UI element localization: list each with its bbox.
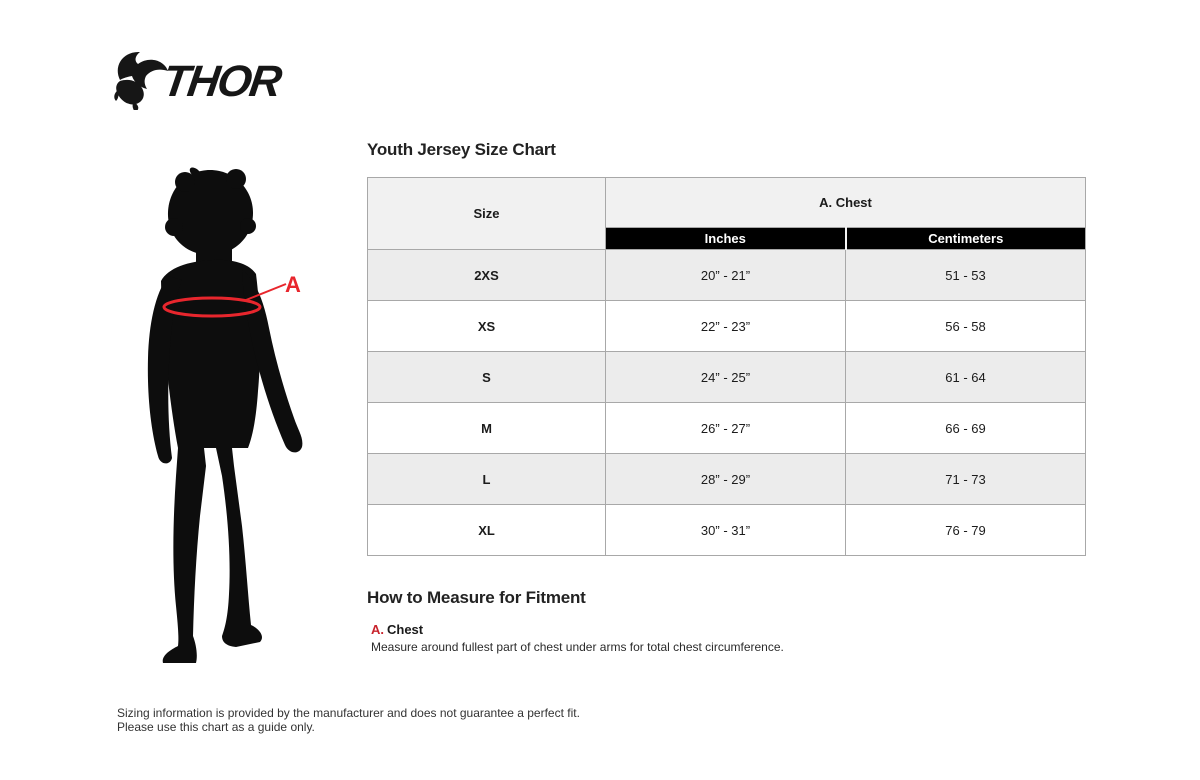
size-cell: 2XS [367, 249, 606, 301]
size-table-row: 2XS 20” - 21” 51 - 53 [367, 249, 1087, 301]
inches-cell: 28” - 29” [605, 453, 846, 505]
disclaimer-line-1: Sizing information is provided by the ma… [117, 706, 580, 720]
measure-item-name: Chest [387, 622, 424, 637]
thor-logo-text: THOR [160, 57, 286, 106]
measure-item-key: A. [371, 622, 384, 637]
centimeters-cell: 76 - 79 [844, 504, 1087, 556]
size-cell: XL [367, 504, 606, 556]
chest-measure-annotation: A [162, 272, 301, 318]
centimeters-cell: 56 - 58 [844, 300, 1087, 352]
size-table-row: XS 22” - 23” 56 - 58 [367, 300, 1087, 352]
size-table-row: L 28” - 29” 71 - 73 [367, 453, 1087, 505]
size-cell: S [367, 351, 606, 403]
size-table-row: S 24” - 25” 61 - 64 [367, 351, 1087, 403]
thor-goat-icon [114, 51, 168, 112]
thor-wordmark: THOR [160, 57, 286, 106]
column-header-centimeters: Centimeters [844, 227, 1087, 250]
child-silhouette-svg: A [147, 167, 303, 663]
centimeters-cell: 71 - 73 [844, 453, 1087, 505]
size-table-body: 2XS 20” - 21” 51 - 53 XS 22” - 23” 56 - 58 S 24… [367, 249, 1087, 556]
size-table: Size A. Chest Inches Centimeters 2XS 20” … [367, 177, 1087, 556]
inches-cell: 26” - 27” [605, 402, 846, 454]
inches-cell: 20” - 21” [605, 249, 846, 301]
thor-logo: THOR [108, 46, 298, 112]
size-chart-title: Youth Jersey Size Chart [367, 140, 556, 159]
chest-measure-ellipse [162, 296, 262, 318]
measure-section-title: How to Measure for Fitment [367, 588, 586, 607]
chest-measure-leader-line [245, 283, 287, 301]
size-table-container: Size A. Chest Inches Centimeters 2XS 20” … [367, 177, 1087, 556]
inches-cell: 22” - 23” [605, 300, 846, 352]
sizing-disclaimer: Sizing information is provided by the ma… [117, 706, 580, 734]
size-table-header: Size A. Chest Inches Centimeters [367, 177, 1087, 250]
inches-cell: 30” - 31” [605, 504, 846, 556]
measure-item-heading: A. Chest [371, 622, 784, 637]
disclaimer-line-2: Please use this chart as a guide only. [117, 720, 315, 734]
size-cell: XS [367, 300, 606, 352]
centimeters-cell: 66 - 69 [844, 402, 1087, 454]
measure-item-description: Measure around fullest part of chest und… [371, 640, 784, 654]
column-header-chest: A. Chest [604, 177, 1087, 228]
column-header-size: Size [367, 177, 606, 250]
thor-logo-svg: THOR [114, 51, 286, 112]
size-table-row: XL 30” - 31” 76 - 79 [367, 504, 1087, 556]
centimeters-cell: 51 - 53 [844, 249, 1087, 301]
inches-cell: 24” - 25” [605, 351, 846, 403]
chest-measure-label: A [285, 272, 301, 297]
measure-item-chest: A. Chest Measure around fullest part of c… [371, 622, 784, 654]
size-cell: M [367, 402, 606, 454]
size-table-row: M 26” - 27” 66 - 69 [367, 402, 1087, 454]
size-cell: L [367, 453, 606, 505]
measurement-figure: A [138, 166, 316, 668]
column-header-inches: Inches [605, 227, 846, 250]
centimeters-cell: 61 - 64 [844, 351, 1087, 403]
child-silhouette [147, 167, 303, 663]
